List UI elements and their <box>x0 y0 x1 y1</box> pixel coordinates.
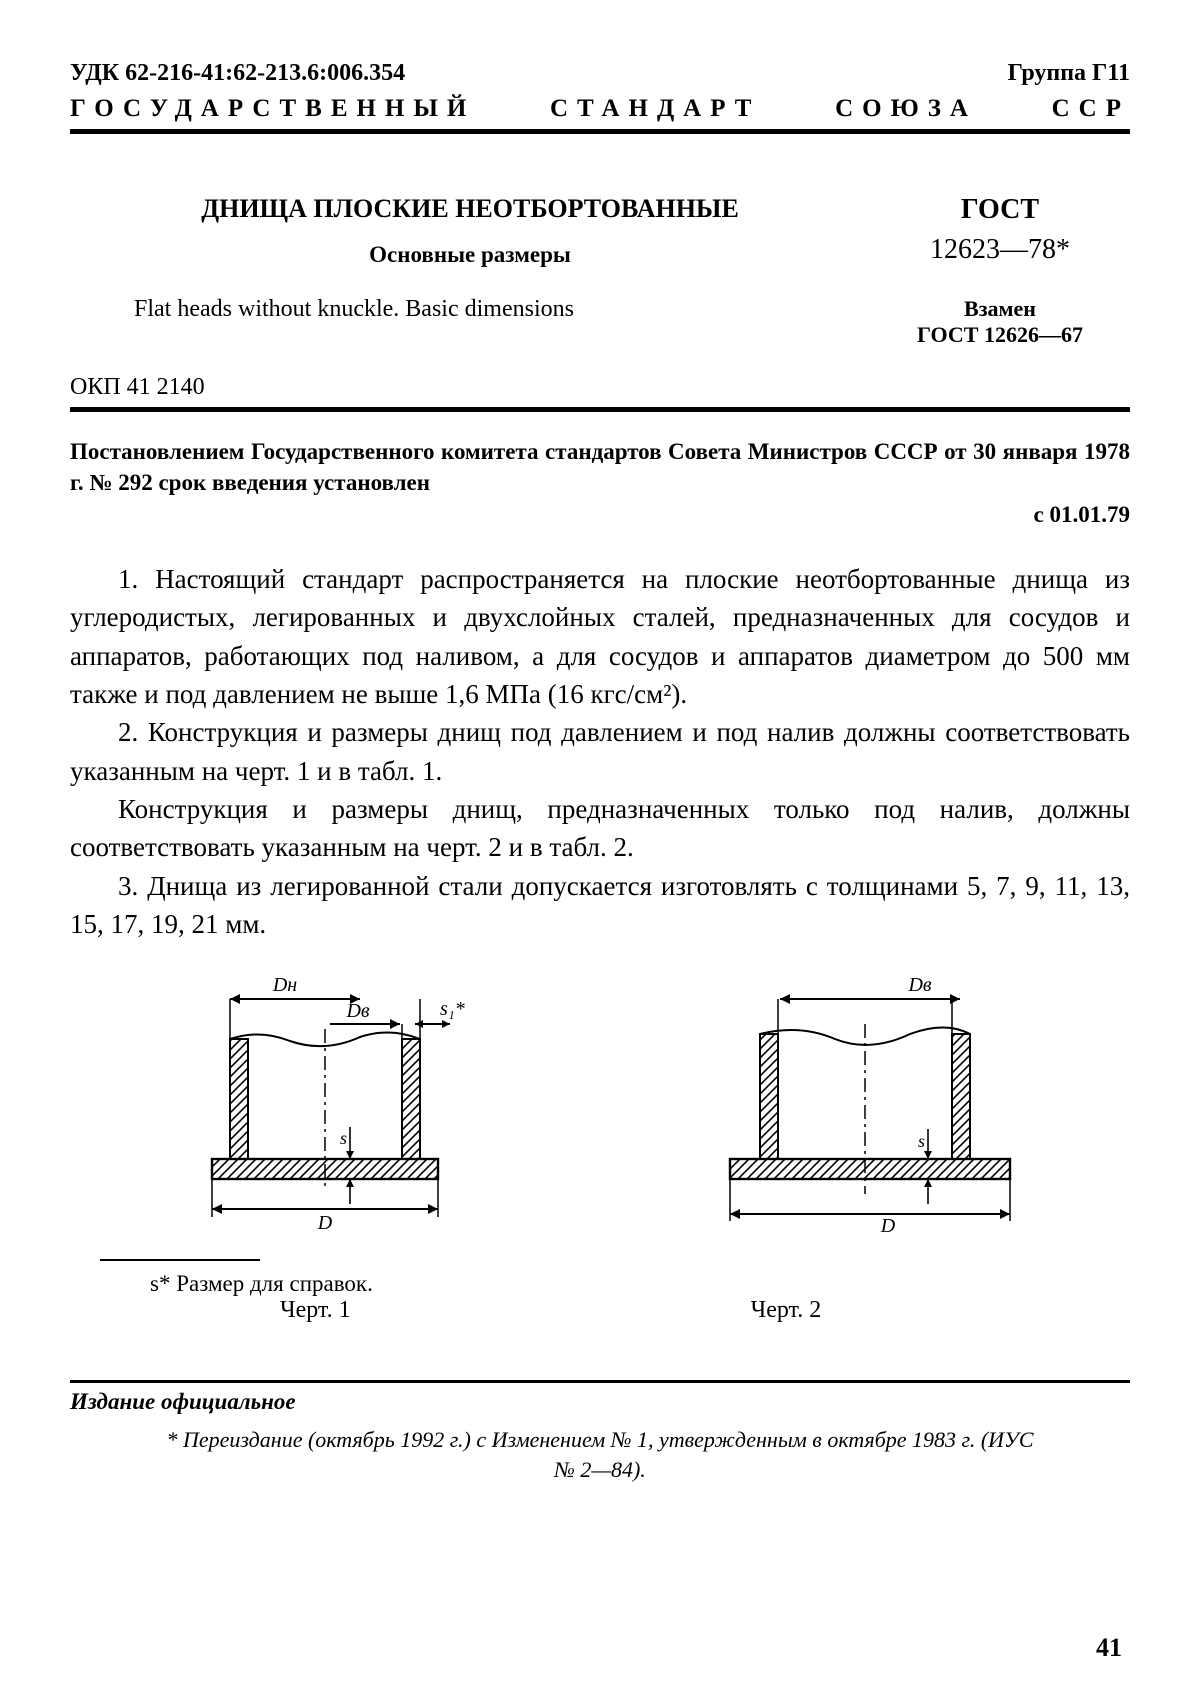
figure-2: Dв s <box>660 969 1060 1249</box>
dim-dv: Dв <box>345 1000 369 1022</box>
official-edition: Издание официальное <box>70 1389 1130 1415</box>
okp-code: ОКП 41 2140 <box>70 374 1130 401</box>
gost-number: 12623—78* <box>870 234 1130 266</box>
dim-s1: s₁* <box>440 998 465 1020</box>
figure-labels: Черт. 1 Черт. 2 <box>70 1297 1130 1324</box>
title-block: ДНИЩА ПЛОСКИЕ НЕОТБОРТОВАННЫЕ Основные р… <box>70 194 1130 268</box>
footnote-rule <box>100 1259 260 1261</box>
gost-label: ГОСТ <box>870 194 1130 226</box>
dim-s: s <box>340 1128 347 1148</box>
udk-code: УДК 62-216-41:62-213.6:006.354 <box>70 60 405 87</box>
english-title: Flat heads without knuckle. Basic dimens… <box>70 296 574 323</box>
standard-banner: ГОСУДАРСТВЕННЫЙ СТАНДАРТ СОЮЗА ССР <box>70 95 1130 134</box>
figure-1-label: Черт. 1 <box>280 1297 351 1324</box>
figures-row: Dн Dв s₁* s <box>70 969 1130 1249</box>
replace-block: Взамен ГОСТ 12626—67 <box>870 296 1130 348</box>
title-main: ДНИЩА ПЛОСКИЕ НЕОТБОРТОВАННЫЕ <box>70 194 870 224</box>
paragraph-2: 2. Конструкция и размеры днищ под давлен… <box>70 713 1130 790</box>
title-left: ДНИЩА ПЛОСКИЕ НЕОТБОРТОВАННЫЕ Основные р… <box>70 194 870 268</box>
dim-d-1: D <box>317 1212 333 1234</box>
decree-text: Постановлением Государственного комитета… <box>70 436 1130 498</box>
paragraph-4: 3. Днища из легированной стали допускает… <box>70 867 1130 944</box>
document-page: УДК 62-216-41:62-213.6:006.354 Группа Г1… <box>0 0 1200 1697</box>
header-row: УДК 62-216-41:62-213.6:006.354 Группа Г1… <box>70 60 1130 87</box>
english-row: Flat heads without knuckle. Basic dimens… <box>70 296 1130 348</box>
rule-1 <box>70 407 1130 412</box>
group-code: Группа Г11 <box>1008 60 1130 87</box>
figure-1: Dн Dв s₁* s <box>140 969 520 1249</box>
page-number: 41 <box>1096 1633 1122 1663</box>
figure-2-label: Черт. 2 <box>751 1297 822 1324</box>
paragraph-1: 1. Настоящий стандарт распространяется н… <box>70 560 1130 713</box>
reissue-note: * Переиздание (октябрь 1992 г.) с Измене… <box>70 1425 1130 1484</box>
dim-d-2: D <box>880 1215 896 1237</box>
footnote-s: s* Размер для справок. <box>150 1271 1130 1297</box>
dim-dv-2: Dв <box>907 974 931 996</box>
replace-gost: ГОСТ 12626—67 <box>870 322 1130 348</box>
title-sub: Основные размеры <box>70 242 870 268</box>
replace-label: Взамен <box>870 296 1130 322</box>
rule-2 <box>70 1380 1130 1383</box>
dim-dn: Dн <box>272 974 297 996</box>
dim-s-2: s <box>918 1131 925 1151</box>
title-right: ГОСТ 12623—78* <box>870 194 1130 268</box>
paragraph-3: Конструкция и размеры днищ, предназначен… <box>70 790 1130 867</box>
decree-date: с 01.01.79 <box>70 502 1130 528</box>
